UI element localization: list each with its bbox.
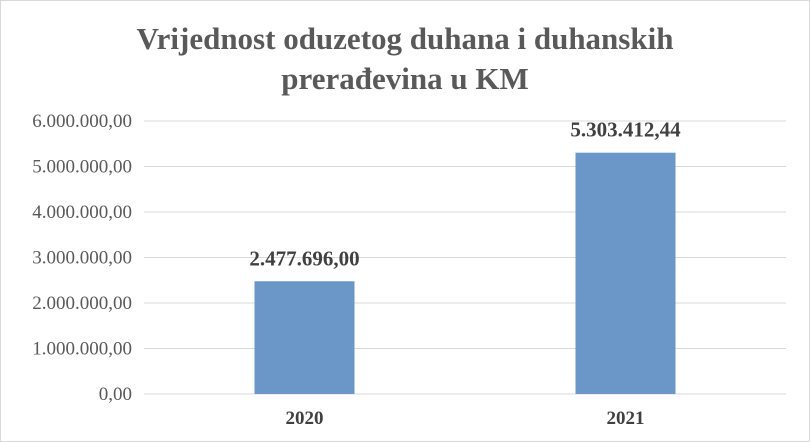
y-tick-label: 6.000.000,00 bbox=[32, 111, 132, 132]
y-tick-label: 0,00 bbox=[99, 384, 132, 405]
bar bbox=[254, 281, 355, 394]
y-tick-label: 2.000.000,00 bbox=[32, 293, 132, 314]
chart-title-line-2: prerađevina u KM bbox=[281, 61, 529, 96]
y-tick-label: 1.000.000,00 bbox=[32, 339, 132, 360]
data-label: 2.477.696,00 bbox=[249, 246, 359, 270]
x-tick-label: 2020 bbox=[286, 408, 324, 429]
data-label: 5.303.412,44 bbox=[570, 118, 681, 142]
y-tick-label: 3.000.000,00 bbox=[32, 248, 132, 269]
y-tick-label: 5.000.000,00 bbox=[32, 157, 132, 178]
chart-title-line-1: Vrijednost oduzetog duhana i duhanskih bbox=[136, 21, 674, 56]
y-tick-label: 4.000.000,00 bbox=[32, 202, 132, 223]
x-tick-label: 2021 bbox=[607, 408, 645, 429]
bar bbox=[575, 152, 676, 394]
chart-title: Vrijednost oduzetog duhana i duhanskih p… bbox=[1, 19, 809, 99]
